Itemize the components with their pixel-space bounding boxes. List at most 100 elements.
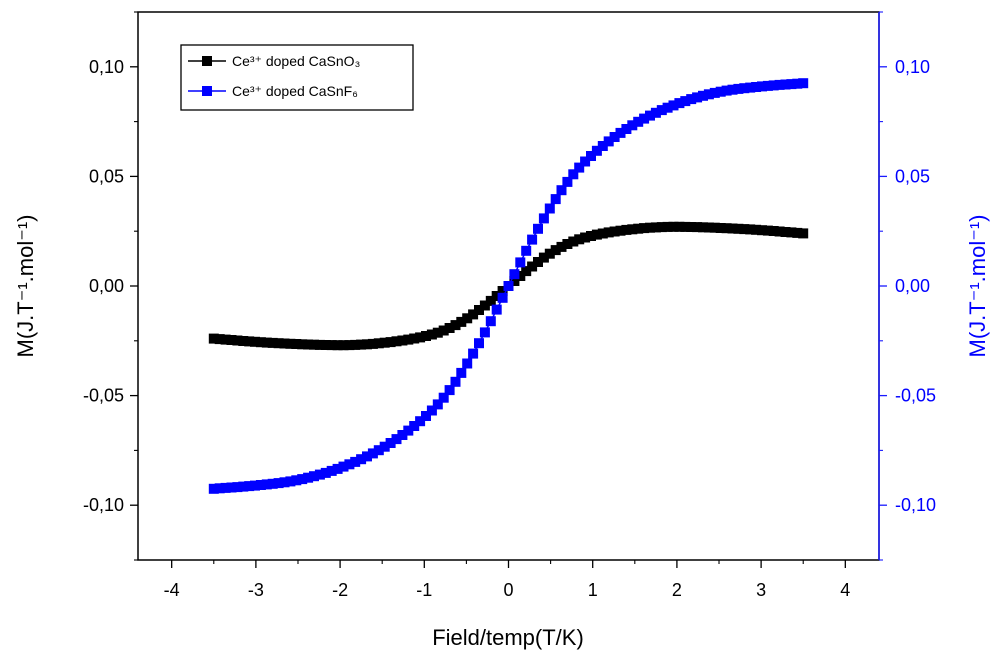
data-point [633, 116, 644, 127]
data-point [326, 340, 337, 351]
data-point [226, 482, 237, 493]
data-point [232, 335, 243, 346]
data-point [509, 276, 520, 286]
data-point [244, 481, 255, 492]
data-point [403, 425, 414, 436]
data-point [609, 132, 620, 142]
data-point [656, 105, 667, 116]
data-point [409, 333, 420, 344]
data-point [762, 80, 773, 91]
data-point [279, 338, 290, 349]
data-point [645, 222, 655, 233]
left-y-tick-label: 0,00 [89, 276, 124, 296]
x-tick-label: -4 [164, 580, 180, 600]
series-layer [208, 78, 809, 494]
data-point [615, 225, 626, 236]
data-point [757, 225, 767, 236]
data-point [521, 245, 532, 256]
x-tick-label: -1 [416, 580, 432, 600]
data-point [544, 203, 555, 214]
data-point [562, 239, 573, 249]
legend-box [180, 44, 414, 111]
x-tick-label: 0 [503, 580, 513, 600]
data-point [373, 338, 384, 349]
right-y-tick-label: 0,05 [895, 166, 930, 186]
data-point [633, 223, 644, 234]
data-point [580, 232, 591, 243]
right-y-tick-label: -0,05 [895, 386, 936, 406]
x-tick-label: 4 [840, 580, 850, 600]
x-tick-label: -2 [332, 580, 348, 600]
data-point [320, 467, 331, 478]
series-casnf6 [208, 78, 809, 494]
data-point [297, 339, 308, 350]
data-point [674, 98, 685, 109]
data-point [462, 313, 473, 324]
data-point [709, 87, 720, 98]
data-point [574, 162, 585, 173]
x-tick-label: -3 [248, 580, 264, 600]
data-point [568, 236, 579, 247]
data-point [798, 228, 809, 239]
data-point [250, 336, 260, 347]
data-point [727, 84, 738, 95]
data-point [768, 226, 779, 236]
data-point [367, 448, 378, 459]
data-point [774, 226, 785, 237]
data-point [456, 316, 467, 327]
data-point [721, 223, 732, 234]
data-point [338, 461, 349, 472]
data-point [479, 327, 490, 338]
data-point [792, 78, 803, 89]
data-point [586, 231, 596, 241]
data-point [762, 225, 773, 236]
left-y-tick-label: 0,10 [89, 57, 124, 77]
data-point [627, 120, 638, 131]
data-point [391, 336, 402, 347]
data-point [568, 169, 579, 180]
data-point [255, 480, 266, 490]
left-y-tick-label: 0,05 [89, 166, 124, 186]
data-point [214, 483, 225, 494]
data-point [267, 478, 278, 489]
data-point [768, 80, 779, 91]
data-point [650, 222, 661, 233]
data-point [597, 141, 608, 151]
data-point [397, 430, 408, 440]
data-point [798, 78, 809, 89]
data-point [515, 257, 526, 268]
data-point [444, 385, 455, 396]
data-point [409, 421, 420, 431]
data-point [362, 339, 372, 350]
data-point [680, 221, 691, 232]
data-point [362, 451, 372, 462]
data-point [780, 227, 791, 237]
data-point [303, 472, 314, 483]
data-point [303, 339, 314, 350]
data-point [338, 340, 349, 351]
left-y-tick-label: -0,05 [83, 386, 124, 406]
data-point [456, 367, 467, 378]
data-point [385, 438, 396, 448]
data-point [692, 92, 703, 103]
data-point [774, 79, 785, 90]
data-point [491, 291, 502, 301]
data-point [421, 411, 431, 421]
data-point [745, 82, 756, 93]
data-point [656, 222, 667, 233]
data-point [220, 482, 231, 493]
data-point [615, 127, 626, 138]
legend-marker-casnf6 [202, 86, 212, 96]
x-tick-label: 3 [756, 580, 766, 600]
data-point [621, 224, 632, 235]
data-point [208, 483, 219, 494]
data-point [609, 226, 620, 237]
data-point [538, 252, 549, 263]
data-point [226, 335, 237, 345]
data-point [444, 323, 455, 333]
data-point [438, 392, 449, 403]
data-point [533, 223, 543, 234]
data-point [491, 304, 502, 315]
data-point [639, 113, 650, 124]
